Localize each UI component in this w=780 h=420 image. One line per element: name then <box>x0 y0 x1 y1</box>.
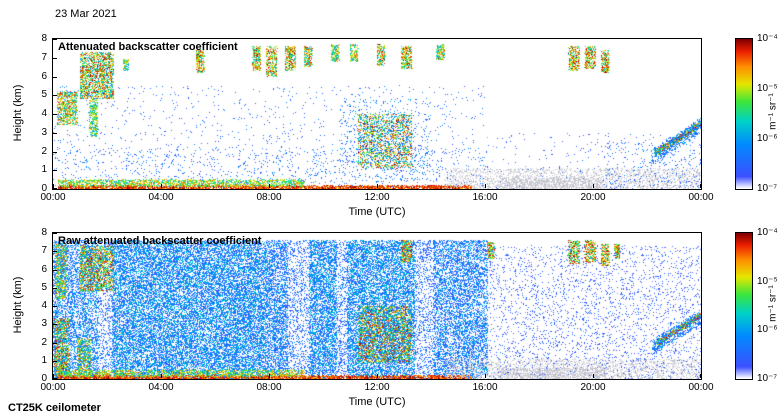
y-tick-mark <box>53 342 57 344</box>
y-tick-mark <box>53 287 57 289</box>
y-tick-mark <box>53 378 57 379</box>
x-tick-mark <box>593 184 594 188</box>
x-tick-label: 12:00 <box>364 192 390 203</box>
x-tick-mark <box>593 374 594 378</box>
y-tick-label: 4 <box>41 300 47 311</box>
date-label: 23 Mar 2021 <box>55 8 117 20</box>
y-tick-label: 7 <box>41 51 47 63</box>
instrument-label: CT25K ceilometer <box>8 402 101 414</box>
y-tick-label: 0 <box>41 373 47 384</box>
y-tick-label: 1 <box>41 164 47 176</box>
y-tick-mark <box>53 360 57 362</box>
y-tick-label: 7 <box>41 245 47 257</box>
x-tick-label: 00:00 <box>40 192 66 203</box>
y-tick-label: 2 <box>41 145 47 157</box>
y-tick-mark <box>53 269 57 271</box>
x-tick-mark <box>485 374 486 378</box>
colorbar <box>735 232 753 380</box>
x-tick-mark <box>53 374 54 378</box>
y-tick-label: 6 <box>41 70 47 82</box>
y-tick-mark <box>53 132 57 134</box>
y-tick-label: 4 <box>41 108 47 119</box>
y-tick-label: 8 <box>41 33 47 44</box>
y-tick-label: 5 <box>41 281 47 293</box>
x-tick-label: 08:00 <box>256 382 282 393</box>
y-axis-label: Height (km) <box>12 276 24 334</box>
x-tick-label: 08:00 <box>256 192 282 203</box>
x-tick-mark <box>700 374 701 378</box>
colorbar-tick-label: 10⁻⁵ <box>757 275 778 287</box>
plot-area: Raw attenuated backscatter coefficient <box>52 232 702 380</box>
colorbar-tick-label: 10⁻⁷ <box>757 373 778 384</box>
backscatter-heatmap-canvas <box>53 39 701 189</box>
x-tick-label: 20:00 <box>580 192 606 203</box>
y-tick-mark <box>53 324 57 326</box>
y-tick-mark <box>53 306 57 307</box>
x-tick-mark <box>377 374 378 378</box>
x-tick-label: 04:00 <box>148 192 174 203</box>
colorbar <box>735 38 753 190</box>
x-tick-label: 00:00 <box>688 192 714 203</box>
x-axis-label: Time (UTC) <box>348 206 406 218</box>
y-tick-label: 0 <box>41 183 47 194</box>
colorbar-tick-label: 10⁻⁶ <box>757 324 778 336</box>
y-tick-mark <box>53 188 57 189</box>
y-tick-label: 6 <box>41 263 47 275</box>
y-tick-mark <box>53 95 57 97</box>
x-tick-label: 00:00 <box>688 382 714 393</box>
y-tick-mark <box>53 151 57 153</box>
raw-backscatter-heatmap-canvas <box>53 233 701 379</box>
y-tick-mark <box>53 39 57 40</box>
x-tick-label: 12:00 <box>364 382 390 393</box>
colorbar-tick-label: 10⁻⁶ <box>757 133 778 144</box>
y-tick-label: 3 <box>41 318 47 330</box>
x-tick-mark <box>700 184 701 188</box>
x-tick-mark <box>269 374 270 378</box>
y-tick-label: 8 <box>41 227 47 238</box>
y-tick-mark <box>53 170 57 172</box>
y-tick-mark <box>53 251 57 253</box>
x-tick-mark <box>161 374 162 378</box>
colorbar-gradient <box>736 233 752 379</box>
y-tick-mark <box>53 76 57 78</box>
plot-area: Attenuated backscatter coefficient <box>52 38 702 190</box>
x-tick-label: 04:00 <box>148 382 174 393</box>
x-tick-mark <box>269 184 270 188</box>
x-tick-mark <box>161 184 162 188</box>
y-tick-label: 2 <box>41 336 47 348</box>
colorbar-tick-label: 10⁻⁵ <box>757 83 778 94</box>
x-tick-label: 20:00 <box>580 382 606 393</box>
colorbar-tick-label: 10⁻⁴ <box>757 33 778 44</box>
x-tick-mark <box>377 184 378 188</box>
x-tick-mark <box>53 184 54 188</box>
x-tick-mark <box>485 184 486 188</box>
y-tick-label: 1 <box>41 354 47 366</box>
y-tick-mark <box>53 233 57 234</box>
y-tick-mark <box>53 114 57 115</box>
y-tick-label: 5 <box>41 89 47 101</box>
plot-title: Attenuated backscatter coefficient <box>58 41 238 53</box>
y-tick-mark <box>53 57 57 59</box>
plot-title: Raw attenuated backscatter coefficient <box>58 235 262 247</box>
x-tick-label: 00:00 <box>40 382 66 393</box>
y-tick-label: 3 <box>41 126 47 138</box>
x-tick-label: 16:00 <box>472 382 498 393</box>
colorbar-tick-label: 10⁻⁴ <box>757 227 778 238</box>
x-tick-label: 16:00 <box>472 192 498 203</box>
x-axis-label: Time (UTC) <box>348 396 406 408</box>
colorbar-gradient <box>736 39 752 189</box>
colorbar-tick-label: 10⁻⁷ <box>757 183 778 194</box>
